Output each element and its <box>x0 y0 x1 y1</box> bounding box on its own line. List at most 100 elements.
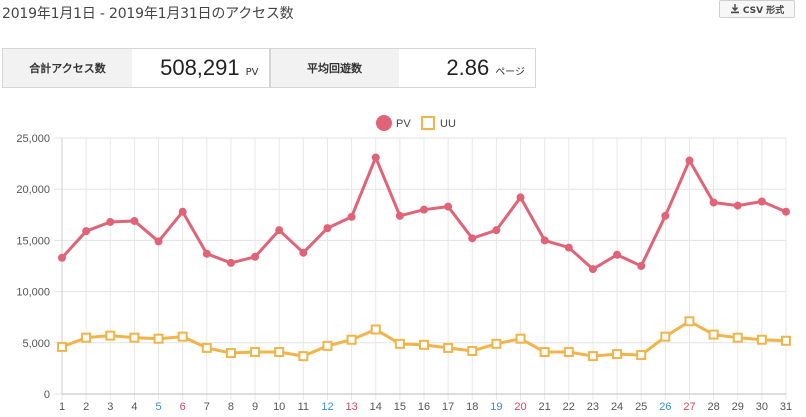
x-tick-label: 4 <box>131 401 137 413</box>
uu-point <box>636 350 647 361</box>
pv-point <box>178 207 187 216</box>
download-icon <box>730 4 739 14</box>
pv-point <box>540 236 549 245</box>
x-tick-label: 11 <box>298 401 309 413</box>
page-title: 2019年1月1日 - 2019年1月31日のアクセス数 <box>2 6 294 22</box>
x-tick-label: 25 <box>635 401 647 413</box>
uu-point <box>201 342 212 353</box>
x-tick-label: 21 <box>539 401 551 413</box>
uu-point <box>322 340 333 351</box>
uu-point <box>443 342 454 353</box>
x-tick-label: 10 <box>273 401 285 413</box>
total-access-label: 合計アクセス数 <box>3 49 132 87</box>
pv-point <box>613 250 622 259</box>
pv-point <box>685 156 694 165</box>
uu-point <box>708 329 719 340</box>
x-tick-label: 5 <box>155 401 161 413</box>
uu-point <box>177 331 188 342</box>
y-tick-label: 5,000 <box>22 338 50 350</box>
y-tick-label: 15,000 <box>16 235 50 247</box>
uu-point <box>491 338 502 349</box>
uu-point <box>225 348 236 359</box>
uu-point <box>781 335 791 346</box>
pv-point <box>58 253 66 262</box>
access-line-chart: 0 5,000 10,000 15,000 20,000 25,000 1 2 3 4 5 6 7 8 9 1… <box>16 115 792 413</box>
uu-point <box>539 347 550 358</box>
pv-point <box>420 205 428 214</box>
x-tick-label: 15 <box>394 401 406 413</box>
pv-point <box>226 258 235 267</box>
uu-point <box>660 331 671 342</box>
x-tick-label: 28 <box>707 401 719 413</box>
y-tick-label: 20,000 <box>16 184 50 196</box>
pv-point <box>347 212 356 221</box>
pv-point <box>709 198 718 207</box>
pv-point <box>588 265 597 274</box>
pv-point <box>323 224 332 233</box>
x-tick-label: 8 <box>228 401 234 413</box>
csv-export-button[interactable]: CSV 形式 <box>719 0 795 18</box>
uu-point <box>419 339 429 350</box>
total-access-number: 508,291 <box>160 55 240 80</box>
uu-point <box>684 316 695 327</box>
x-tick-label: 12 <box>321 401 333 413</box>
y-tick-label: 0 <box>44 389 50 401</box>
x-tick-label: 2 <box>83 401 89 413</box>
uu-point <box>563 347 574 358</box>
x-tick-label: 6 <box>180 401 186 413</box>
x-tick-label: 17 <box>442 401 454 413</box>
x-tick-label: 18 <box>466 401 478 413</box>
x-tick-label: 16 <box>418 401 430 413</box>
uu-point <box>394 338 405 349</box>
avg-pages-unit: ページ <box>495 67 525 78</box>
x-tick-label: 20 <box>514 401 526 413</box>
pv-point <box>782 207 790 216</box>
uu-point <box>756 334 767 345</box>
pv-point <box>492 226 501 235</box>
x-tick-label: 7 <box>204 401 210 413</box>
x-tick-label: 30 <box>756 401 768 413</box>
avg-pages-number: 2.86 <box>446 55 490 80</box>
x-tick-label: 9 <box>252 401 258 413</box>
total-access-unit: PV <box>245 67 259 78</box>
pv-point <box>395 211 404 220</box>
pv-point <box>251 252 260 261</box>
uu-point <box>105 330 116 341</box>
x-tick-label: 29 <box>732 401 744 413</box>
pv-point <box>661 211 670 220</box>
pv-point <box>757 197 766 206</box>
x-tick-label: 31 <box>780 401 792 413</box>
uu-point <box>274 347 285 358</box>
pv-point <box>516 193 525 202</box>
stats-panel: 合計アクセス数 508,291 PV 平均回遊数 2.86 ページ <box>2 48 536 88</box>
uu-point <box>370 324 381 335</box>
uu-point <box>515 333 526 344</box>
uu-point <box>467 345 478 356</box>
pv-point <box>564 243 573 252</box>
pv-point <box>82 227 91 236</box>
pv-point <box>444 202 453 211</box>
legend-pv-label: PV <box>396 118 411 130</box>
legend-uu-marker <box>421 116 435 130</box>
pv-point <box>275 226 284 235</box>
pv-point <box>637 262 646 270</box>
uu-point <box>732 332 743 343</box>
pv-point <box>106 217 115 226</box>
x-tick-label: 3 <box>107 401 113 413</box>
pv-point <box>299 248 308 257</box>
csv-button-label: CSV 形式 <box>742 5 785 16</box>
avg-pages-label: 平均回遊数 <box>269 49 399 87</box>
uu-point <box>81 332 92 343</box>
uu-point <box>298 351 309 362</box>
uu-point <box>153 333 164 344</box>
x-tick-label: 27 <box>683 401 695 413</box>
pv-point <box>371 153 380 162</box>
y-tick-label: 10,000 <box>16 287 50 299</box>
y-tick-label: 25,000 <box>16 133 50 145</box>
total-access-value: 508,291 PV <box>132 49 270 87</box>
pv-point <box>130 216 139 225</box>
pv-point <box>733 201 742 210</box>
x-tick-label: 19 <box>490 401 502 413</box>
pv-point <box>202 249 211 258</box>
uu-point <box>129 332 140 343</box>
